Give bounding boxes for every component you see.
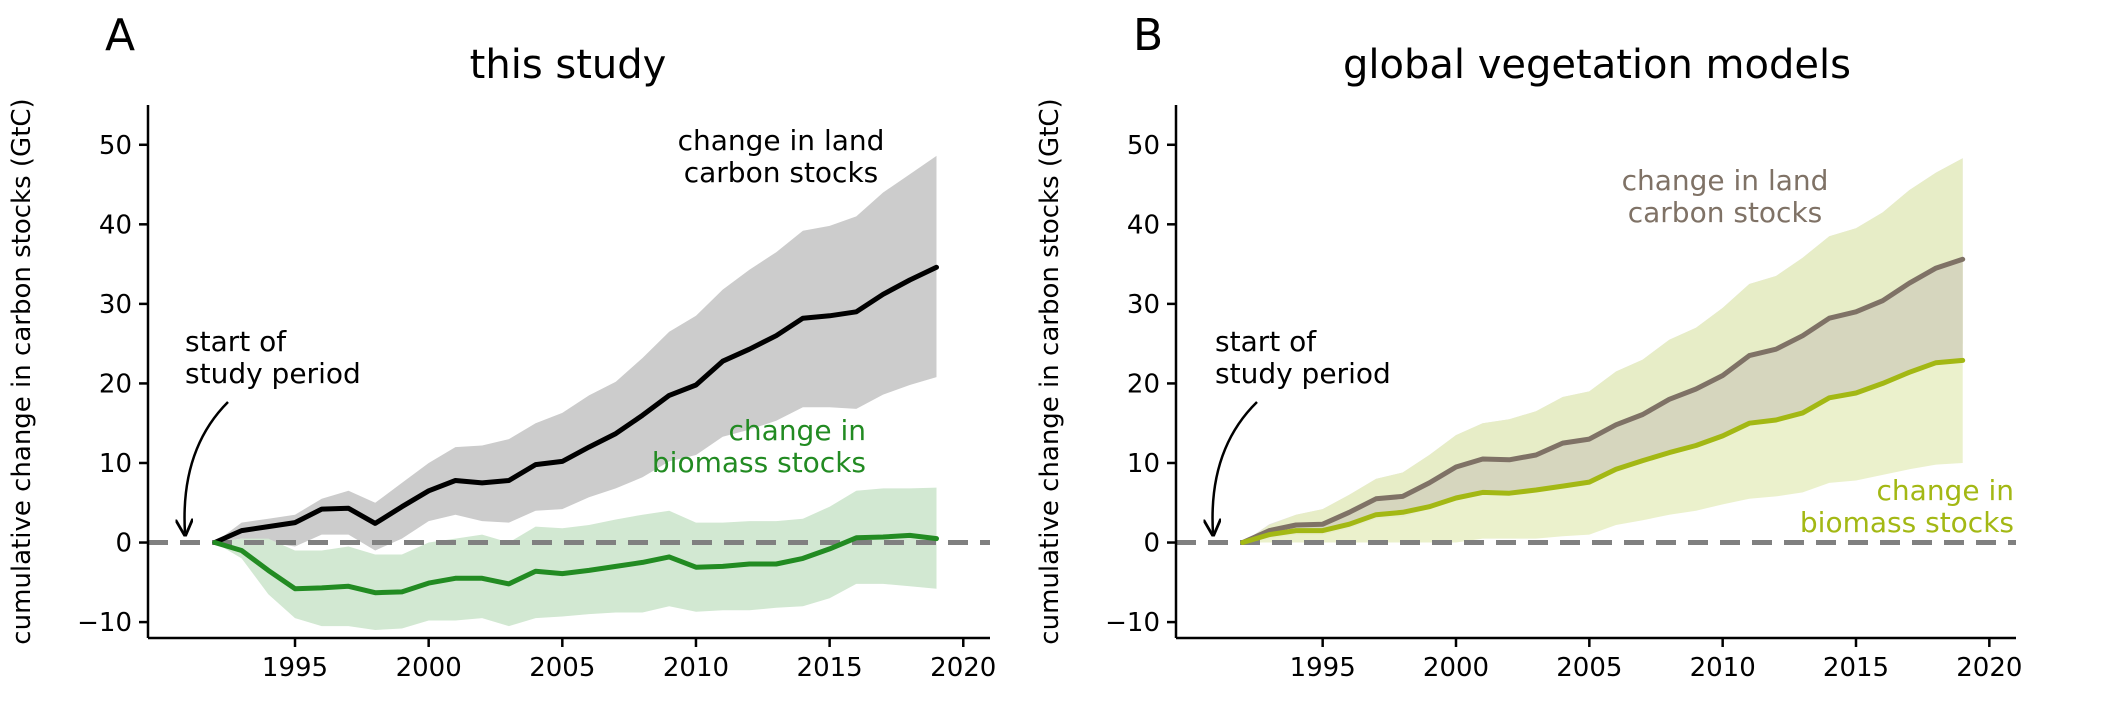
- panel-letter: A: [105, 10, 135, 61]
- y-tick-label: 30: [99, 290, 132, 320]
- series-line-land: [1240, 256, 1966, 545]
- uncertainty-band-land: [214, 155, 937, 551]
- series-label-line: change in land: [1622, 164, 1829, 197]
- chart-panel-a: −10 0 10 20 30 40 50 1995 2000 2005 2010 2015 2020 cu…: [7, 10, 996, 683]
- start-annotation: start of study period: [185, 325, 361, 390]
- annotation-line: study period: [185, 357, 361, 390]
- x-tick-label: 1995: [1290, 653, 1356, 683]
- series-label-line: biomass stocks: [652, 446, 866, 479]
- y-tick-label: 30: [1127, 290, 1160, 320]
- panel-letter: B: [1133, 10, 1163, 61]
- series-line-land: [212, 264, 939, 545]
- annotation-line: study period: [1215, 357, 1391, 390]
- series-label-land: change in land carbon stocks: [678, 124, 885, 189]
- y-tick-label: 50: [1127, 131, 1160, 161]
- x-tick-label: 2020: [1956, 653, 2022, 683]
- x-tick-label: 2015: [1823, 653, 1889, 683]
- y-tick-label: −10: [77, 608, 132, 638]
- x-tick-label: 2010: [1690, 653, 1756, 683]
- x-tick-label: 2020: [930, 653, 996, 683]
- x-tick-label: 2010: [663, 653, 729, 683]
- chart-panel-b: −10 0 10 20 30 40 50 1995 2000 2005 2010 2015 2020 cu…: [1035, 10, 2022, 683]
- y-tick-label: 10: [99, 449, 132, 479]
- y-tick-label: 0: [115, 529, 132, 559]
- series-line-biomass: [1240, 357, 1966, 545]
- y-tick-label: 40: [1127, 210, 1160, 240]
- series-label-line: carbon stocks: [684, 156, 879, 189]
- y-tick-label: 20: [99, 369, 132, 399]
- series-label-biomass: change in biomass stocks: [652, 414, 866, 479]
- x-tick-label: 2015: [797, 653, 863, 683]
- annotation-line: start of: [185, 325, 287, 358]
- y-axis-label: cumulative change in carbon stocks (GtC): [7, 98, 37, 644]
- x-tick-label: 2005: [1556, 653, 1622, 683]
- x-tick-label: 2000: [396, 653, 462, 683]
- y-tick-label: 40: [99, 210, 132, 240]
- start-arrow: [1213, 401, 1258, 533]
- series-label-biomass: change in biomass stocks: [1800, 474, 2014, 539]
- x-tick-label: 2000: [1423, 653, 1489, 683]
- x-tick-label: 1995: [262, 653, 328, 683]
- series-label-line: biomass stocks: [1800, 506, 2014, 539]
- annotation-line: start of: [1215, 325, 1317, 358]
- start-arrow: [185, 401, 229, 533]
- y-tick-label: −10: [1105, 608, 1160, 638]
- y-tick-label: 50: [99, 131, 132, 161]
- series-label-line: change in: [729, 414, 866, 447]
- y-tick-label: 0: [1143, 529, 1160, 559]
- y-tick-label: 20: [1127, 369, 1160, 399]
- overlap-band: [1242, 259, 1963, 543]
- series-label-land: change in land carbon stocks: [1622, 164, 1829, 229]
- y-axis-label: cumulative change in carbon stocks (GtC): [1035, 98, 1065, 644]
- series-line-biomass: [212, 532, 939, 596]
- start-annotation: start of study period: [1215, 325, 1391, 390]
- series-label-line: carbon stocks: [1628, 196, 1823, 229]
- x-tick-label: 2005: [529, 653, 595, 683]
- uncertainty-band-biomass: [1242, 158, 1963, 543]
- series-label-line: change in land: [678, 124, 885, 157]
- series-label-line: change in: [1877, 474, 2014, 507]
- chart-title: global vegetation models: [1343, 42, 1851, 88]
- chart-title: this study: [470, 42, 667, 88]
- y-tick-label: 10: [1127, 449, 1160, 479]
